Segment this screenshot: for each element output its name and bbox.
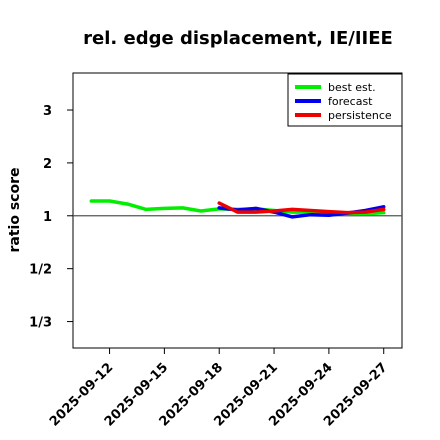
y-tick-label: 1/2 [29,263,52,278]
plot-frame [72,72,403,349]
y-tick-label: 2 [43,157,52,172]
legend-label: persistence [328,109,392,122]
y-tick-label: 3 [43,104,52,119]
x-ticks: 2025-09-122025-09-152025-09-182025-09-21… [47,348,391,430]
legend-label: best est. [328,81,376,94]
series-line-persistence [217,201,386,215]
series [89,199,386,219]
y-ticks: 3 2 1 1/2 1/3 [29,104,73,331]
y-tick-label: 1 [43,210,52,225]
y-tick-label: 1/3 [29,316,52,331]
chart-title: rel. edge displacement, IE/IIEE [83,28,393,49]
legend-label: forecast [328,95,373,108]
y-axis-label: ratio score [7,168,23,253]
